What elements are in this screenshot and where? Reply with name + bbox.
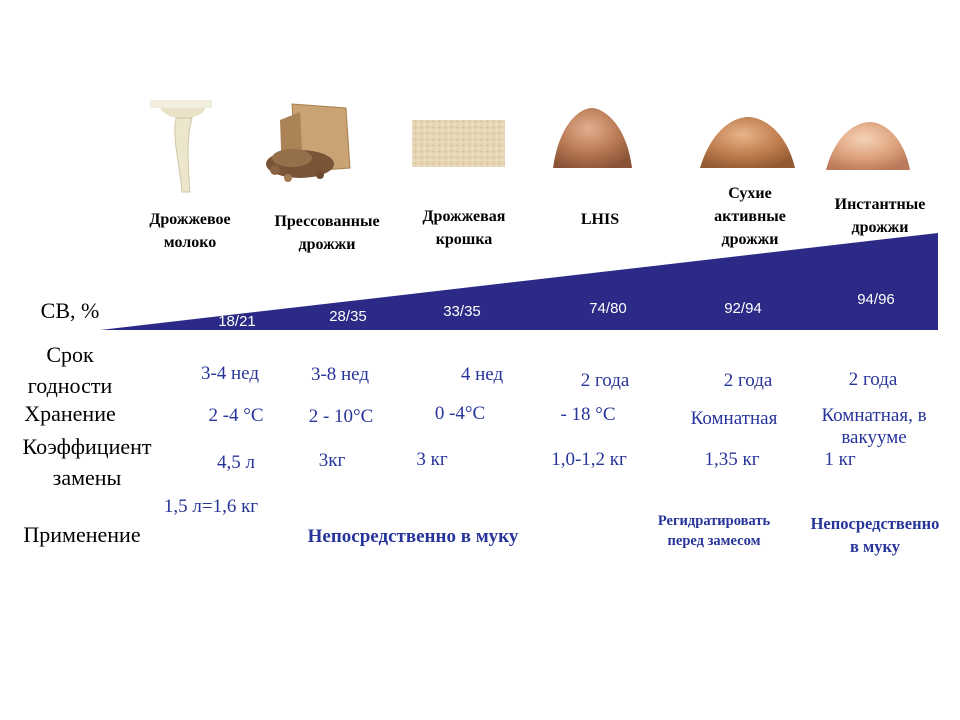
storage-value: 2 -4 °С — [208, 405, 264, 426]
dry-active-image — [700, 117, 795, 168]
sv-value: 92/94 — [724, 300, 762, 317]
shelf-life-value: 3-4 нед — [200, 363, 260, 384]
usage-direct-instant: Непосредственно в муку — [810, 514, 940, 557]
shelf-life-value: 4 нед — [460, 364, 504, 385]
row-label-storage: Хранение — [24, 401, 116, 426]
usage-direct: Непосредственно в муку — [307, 526, 519, 547]
sv-value: 33/35 — [443, 303, 481, 320]
shelf-life-value: 2 года — [580, 370, 630, 391]
shelf-life-value: 2 года — [723, 370, 773, 391]
product-name-milk: Дрожжевое молоко — [149, 211, 231, 252]
product-name-pressed: Прессованные дрожжи — [274, 213, 380, 254]
product-name-lhis: LHIS — [580, 211, 620, 228]
row-label-sv: СВ, % — [40, 298, 100, 323]
storage-value: 2 - 10°С — [308, 406, 374, 427]
row-label-coefficient: Коэффициент замены — [22, 434, 152, 490]
storage-value: - 18 °С — [560, 404, 616, 425]
product-name-dry: Сухие активные дрожжи — [714, 185, 786, 249]
shelf-life-value: 3-8 нед — [310, 364, 370, 385]
coefficient-value: 3 кг — [416, 449, 448, 470]
yeast-milk-image — [150, 100, 212, 193]
yeast-crumb-image — [412, 120, 505, 167]
shelf-life-value: 2 года — [848, 369, 898, 390]
storage-value: Комнатная — [690, 408, 778, 429]
coefficient-value: 1,0-1,2 кг — [551, 449, 627, 470]
storage-value: Комнатная, в вакууме — [821, 405, 927, 448]
row-label-usage: Применение — [23, 522, 141, 547]
product-name-crumb: Дрожжевая крошка — [422, 208, 506, 249]
coefficient-value: 1,35 кг — [704, 449, 760, 470]
sv-value: 94/96 — [857, 291, 895, 308]
coefficient-value: 4,5 л — [217, 452, 255, 473]
lhis-image — [553, 108, 632, 168]
usage-rehydrate: Регидратировать перед замесом — [657, 513, 771, 550]
coefficient-value: 1 кг — [824, 449, 856, 470]
product-name-instant: Инстантные дрожжи — [834, 196, 926, 237]
coefficient-value: 3кг — [318, 450, 346, 471]
sv-value: 74/80 — [589, 300, 627, 317]
storage-value: 0 -4°С — [434, 403, 486, 424]
sv-value: 18/21 — [218, 313, 256, 330]
coefficient-extra-value: 1,5 л=1,6 кг — [163, 496, 259, 517]
row-label-shelf-life: Срок годности — [27, 342, 113, 398]
pressed-yeast-image — [266, 103, 351, 182]
instant-image — [826, 122, 910, 170]
sv-value: 28/35 — [329, 308, 367, 325]
